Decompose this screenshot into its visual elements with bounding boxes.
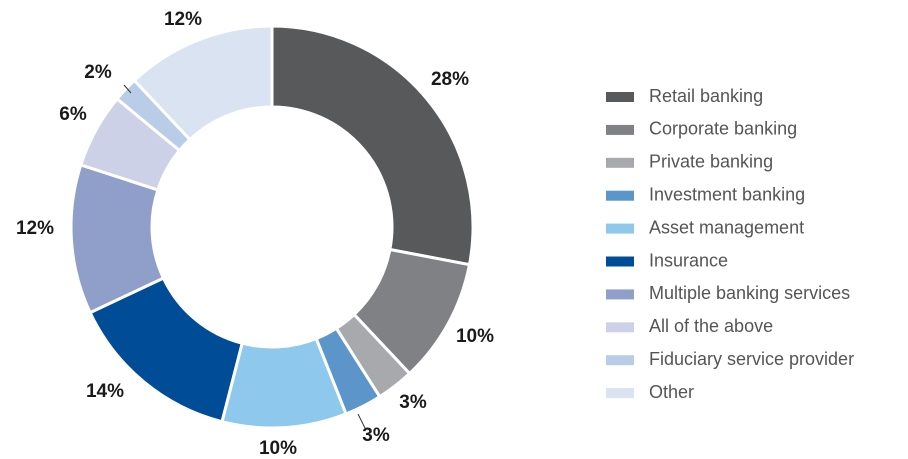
- legend-label: Insurance: [649, 250, 728, 270]
- legend-swatch: [606, 157, 634, 168]
- donut-slice: [270, 24, 475, 267]
- legend-swatch: [606, 223, 634, 234]
- leader-line: [123, 84, 132, 94]
- legend-label: Fiduciary service provider: [649, 349, 854, 369]
- value-label: 10%: [259, 438, 297, 459]
- value-label: 6%: [59, 104, 87, 125]
- value-label: 14%: [86, 381, 124, 402]
- legend-label: Asset management: [649, 217, 804, 237]
- legend-label: Multiple banking services: [649, 283, 850, 303]
- donut-slice: [132, 24, 274, 142]
- legend-swatch: [606, 92, 634, 102]
- legend-swatch: [606, 355, 634, 366]
- legend-swatch: [606, 124, 634, 135]
- legend-label: Corporate banking: [649, 119, 797, 139]
- legend-label: Private banking: [649, 152, 773, 172]
- value-label: 28%: [431, 69, 469, 90]
- value-label: 10%: [456, 326, 494, 347]
- legend-label: Investment banking: [649, 184, 805, 204]
- leader-line: [357, 413, 366, 429]
- legend-label: Other: [649, 382, 694, 402]
- legend-label: Retail banking: [649, 86, 763, 106]
- legend-swatch: [606, 388, 634, 399]
- value-label: 3%: [362, 425, 390, 446]
- value-label: 12%: [164, 9, 202, 30]
- legend-swatch: [606, 322, 634, 333]
- value-label: 2%: [84, 62, 112, 83]
- value-label: 3%: [399, 392, 427, 413]
- legend-label: All of the above: [649, 316, 773, 336]
- value-label: 12%: [16, 218, 54, 239]
- legend-swatch: [606, 190, 634, 201]
- legend-swatch: [606, 289, 634, 300]
- legend-swatch: [606, 256, 634, 267]
